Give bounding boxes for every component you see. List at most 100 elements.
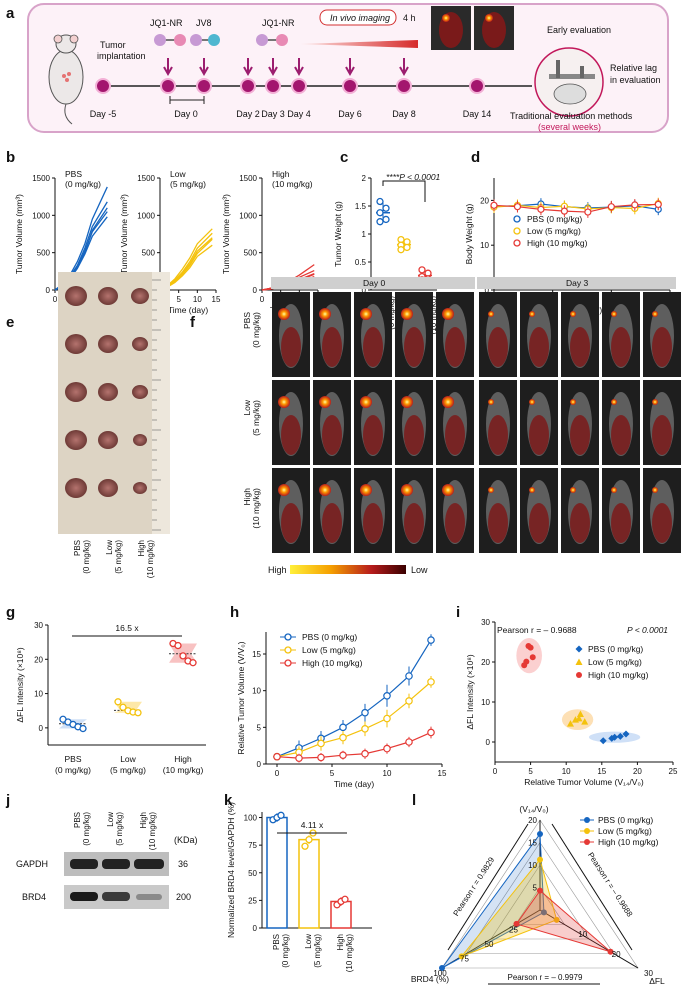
x-tick-label: 0 [275,769,280,778]
tumor-signal [488,311,494,317]
y-tick-label: 1500 [32,174,50,183]
legend-marker [584,817,590,823]
category-label-line: High [336,934,345,950]
timeline-node [196,78,212,94]
radar-top-axis: (V₁₄/V₀) [519,804,548,814]
relative-volume-point [339,733,347,742]
signal-area [404,327,424,367]
y-axis-title: ΔFL Intensity (×10⁸) [15,647,25,722]
legend-marker [513,215,521,223]
y-tick-label: 0 [39,724,44,733]
tumor-signal [442,396,454,408]
signal-area [445,327,465,367]
group-name: PBS [65,169,82,179]
tumor-sample [133,434,147,446]
tumor-signal [570,487,576,493]
signal-area [611,327,631,367]
brd4-point [341,895,349,903]
imaging-time: 4 h [403,13,416,23]
legend-label: Low (5 mg/kg) [598,826,652,836]
tumor-implantation-text: Tumor implantation [97,40,146,61]
signal-area [488,415,508,455]
signal-area [322,415,342,455]
scatter-circle [529,654,536,661]
tumor-signal [570,311,576,317]
radar-tick: 20 [528,816,537,825]
legend-label: PBS (0 mg/kg) [302,632,357,642]
y-axis-title: Normalized BRD4 level/GAPDH (%) [226,802,236,938]
panel-label-j: j [5,792,10,809]
implantation-word: implantation [97,51,146,61]
colorbar-low: Low [411,565,428,575]
y-axis-title: Body Weight (g) [464,203,474,264]
body-weight-point [537,205,545,213]
panel-label-e: e [6,314,14,331]
relative-volume-point [273,752,281,761]
panel-label-h: h [230,604,239,621]
category-label-line: (10 mg/kg) [429,296,438,335]
brd4-kda: 200 [176,892,191,902]
signal-area [404,415,424,455]
legend-label: PBS (0 mg/kg) [527,214,582,224]
timeline-day-label: Day 0 [174,109,198,119]
brd4-band-2 [102,892,130,901]
relative-lag-1: Relative lag [610,63,657,73]
signal-area [404,503,424,543]
panel-label-b: b [6,149,15,166]
tumor-signal [401,308,413,320]
radar-tick: 15 [528,839,537,848]
fl-point [79,724,87,733]
body-weight-point [631,201,639,209]
radar-series [515,889,611,953]
panel-f-row-labels: PBS(0 mg/kg) Low(5 mg/kg) High(10 mg/kg) [242,312,261,529]
pearson-r2: Pearson r = – 0.9688 [586,851,635,919]
signal-area [322,503,342,543]
fold-label: 16.5 x [115,623,139,633]
category-label-line: (0 mg/kg) [55,765,91,775]
mouse-images-grid [272,292,681,553]
radar-grid [490,864,590,940]
scatter-circle [523,658,530,665]
signal-area [570,415,590,455]
evaluation-circle [534,47,604,117]
tumor-signal [401,396,413,408]
radar-tick: 10 [578,930,587,939]
legend-marker [284,633,292,641]
radar-grid [465,841,615,954]
category-label-line: (10 mg/kg) [345,934,354,973]
group-dose: (10 mg/kg) [272,179,313,189]
radar-tick: 10 [528,861,537,870]
y-axis-title: Tumor Volume (mm³) [14,194,24,274]
timeline-node [95,78,111,94]
caliper-icon [549,60,595,105]
y-tick-label: 10 [34,690,43,699]
panel-d: d 01020051015PBS (0 mg/kg)Low (5 mg/kg)H… [464,149,675,315]
body-weight-point [560,207,569,215]
signal-area [281,503,301,543]
panel-label-i: i [456,604,460,621]
relative-volume-point [383,714,391,723]
radar-left-axis: BRD4 (%) [411,974,449,984]
tumor-signal [570,399,576,405]
tumor-signal [401,484,413,496]
x-tick-label: 15 [212,295,221,304]
category-label-line: High [137,540,146,556]
radar-series [441,832,545,969]
row-label-line: (0 mg/kg) [251,312,261,348]
y-axis-title: Tumor Volume (mm³) [119,194,129,274]
relative-volume-point [361,708,369,717]
legend-marker [584,839,590,845]
y-tick-label: 0 [257,760,262,769]
signal-area [281,415,301,455]
category-label: High(10 mg/kg) [163,754,204,775]
y-tick-label: 1000 [32,211,50,220]
category-label-line: Low [105,540,114,555]
panel-f: f Day 0 Day 3 PBS(0 mg/kg)Low(5 mg/kg)Hi… [190,277,681,575]
brd4-bar [266,816,288,929]
dose-arrow [199,58,209,77]
y-tick-label: 20 [481,658,490,667]
signal-area [570,503,590,543]
signal-area [652,415,672,455]
row-label-line: (5 mg/kg) [251,400,261,436]
